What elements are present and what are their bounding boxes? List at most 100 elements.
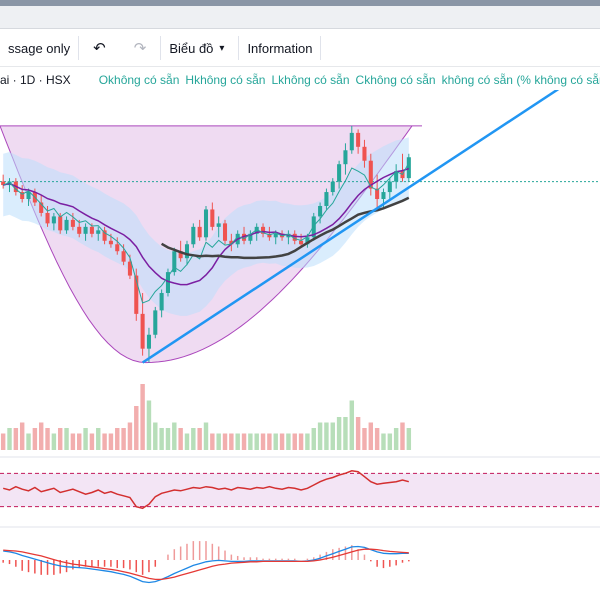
- candle-body: [349, 132, 354, 151]
- candle-body: [299, 240, 304, 245]
- candle-body: [83, 226, 88, 234]
- chart-legend: ai · 1D · HSX Okhông có sẵn Hkhông có sẵ…: [0, 70, 600, 90]
- ma-slow-line: [160, 196, 410, 260]
- volume-bar: [7, 428, 12, 450]
- volume-bar: [235, 433, 240, 450]
- volume-bar: [355, 417, 361, 450]
- candle-body: [96, 230, 101, 234]
- candle-body: [330, 181, 335, 193]
- candle-body: [305, 237, 310, 245]
- price-pane: [0, 90, 600, 450]
- candle-body: [362, 146, 367, 161]
- volume-bar: [70, 433, 76, 450]
- volume-bar: [381, 433, 386, 450]
- trend-line: [141, 90, 560, 364]
- price-chart[interactable]: [0, 90, 600, 600]
- volume-bar: [191, 428, 196, 450]
- volume-bar: [248, 433, 253, 450]
- candle-body: [102, 230, 107, 241]
- candle-body: [20, 192, 25, 200]
- volume-bar: [51, 433, 57, 450]
- candle-body: [387, 181, 392, 193]
- volume-bar: [343, 417, 348, 450]
- undo-icon: ↶: [93, 40, 106, 57]
- volume-bar: [13, 428, 19, 450]
- volume-bar: [317, 422, 323, 450]
- candle-body: [406, 157, 411, 179]
- volume-bar: [229, 433, 234, 450]
- volume-bar: [146, 400, 152, 450]
- undo-button[interactable]: ↶: [79, 30, 120, 66]
- volume-bar: [83, 428, 88, 450]
- legend-close: Ckhông có sẵn: [355, 73, 436, 87]
- candle-body: [178, 251, 183, 259]
- volume-bar: [19, 422, 25, 450]
- chevron-down-icon: ▾: [219, 42, 225, 54]
- macd-pane: [0, 526, 600, 584]
- volume-bar: [393, 428, 399, 450]
- volume-bar: [254, 433, 259, 450]
- volume-bar: [330, 422, 335, 450]
- candle-body: [108, 240, 113, 245]
- candle-body: [51, 216, 56, 224]
- candle-body: [368, 160, 373, 189]
- symbol-label[interactable]: ai · 1D · HSX: [0, 73, 71, 87]
- message-button[interactable]: ssage only: [0, 30, 78, 66]
- information-button[interactable]: Information: [239, 30, 320, 66]
- volume-bar: [64, 428, 69, 450]
- candle-body: [254, 226, 259, 234]
- candle-body: [324, 192, 329, 206]
- volume-bar: [324, 422, 329, 450]
- candle-body: [89, 226, 94, 234]
- chart-type-menu[interactable]: Biểu đồ ▾: [161, 30, 238, 66]
- candle-body: [184, 244, 190, 259]
- legend-change: không có sẵn (% không có sẵn): [441, 73, 600, 87]
- volume-bar: [57, 428, 63, 450]
- candle-body: [1, 181, 6, 186]
- candle-body: [311, 216, 316, 238]
- volume-bar: [102, 433, 107, 450]
- legend-open: Okhông có sẵn: [98, 73, 180, 87]
- legend-high: Hkhông có sẵn: [185, 73, 266, 87]
- candle-body: [159, 292, 164, 311]
- candle-body: [318, 205, 323, 217]
- candle-body: [191, 226, 196, 245]
- candle-body: [70, 219, 75, 227]
- volume-bar: [362, 428, 367, 450]
- volume-bar: [400, 422, 405, 450]
- candle-body: [146, 334, 151, 349]
- volume-bar: [241, 433, 247, 450]
- candle-body: [375, 188, 380, 200]
- volume-bar: [368, 422, 374, 450]
- volume-bar: [286, 433, 291, 450]
- volume-bar: [159, 428, 164, 450]
- volume-bar: [216, 433, 221, 450]
- volume-bar: [197, 428, 202, 450]
- message-label: ssage only: [8, 40, 71, 56]
- volume-bar: [127, 422, 133, 450]
- candle-body: [381, 192, 386, 200]
- redo-button[interactable]: ↷: [120, 30, 161, 66]
- volume-bar: [374, 428, 380, 450]
- candle-body: [229, 240, 234, 245]
- volume-bar: [305, 433, 310, 450]
- window-strip: [0, 0, 600, 6]
- chart-menu-label: Biểu đồ: [169, 40, 214, 56]
- volume-bar: [184, 433, 190, 450]
- volume-bar: [311, 428, 316, 450]
- volume-bar: [349, 400, 355, 450]
- candle-body: [267, 233, 272, 238]
- volume-bar: [140, 384, 145, 450]
- toolbar-divider: [160, 36, 162, 60]
- candle-body: [172, 251, 177, 273]
- volume-bar: [32, 428, 38, 450]
- volume-bar: [45, 428, 50, 450]
- toolbar-divider: [320, 36, 322, 60]
- volume-bar: [210, 433, 215, 450]
- bollinger-band: [3, 137, 409, 316]
- volume-bar: [298, 433, 304, 450]
- volume-bar: [77, 433, 82, 450]
- signal-line: [3, 548, 409, 581]
- volume-bar: [267, 433, 272, 450]
- volume-bar: [38, 422, 44, 450]
